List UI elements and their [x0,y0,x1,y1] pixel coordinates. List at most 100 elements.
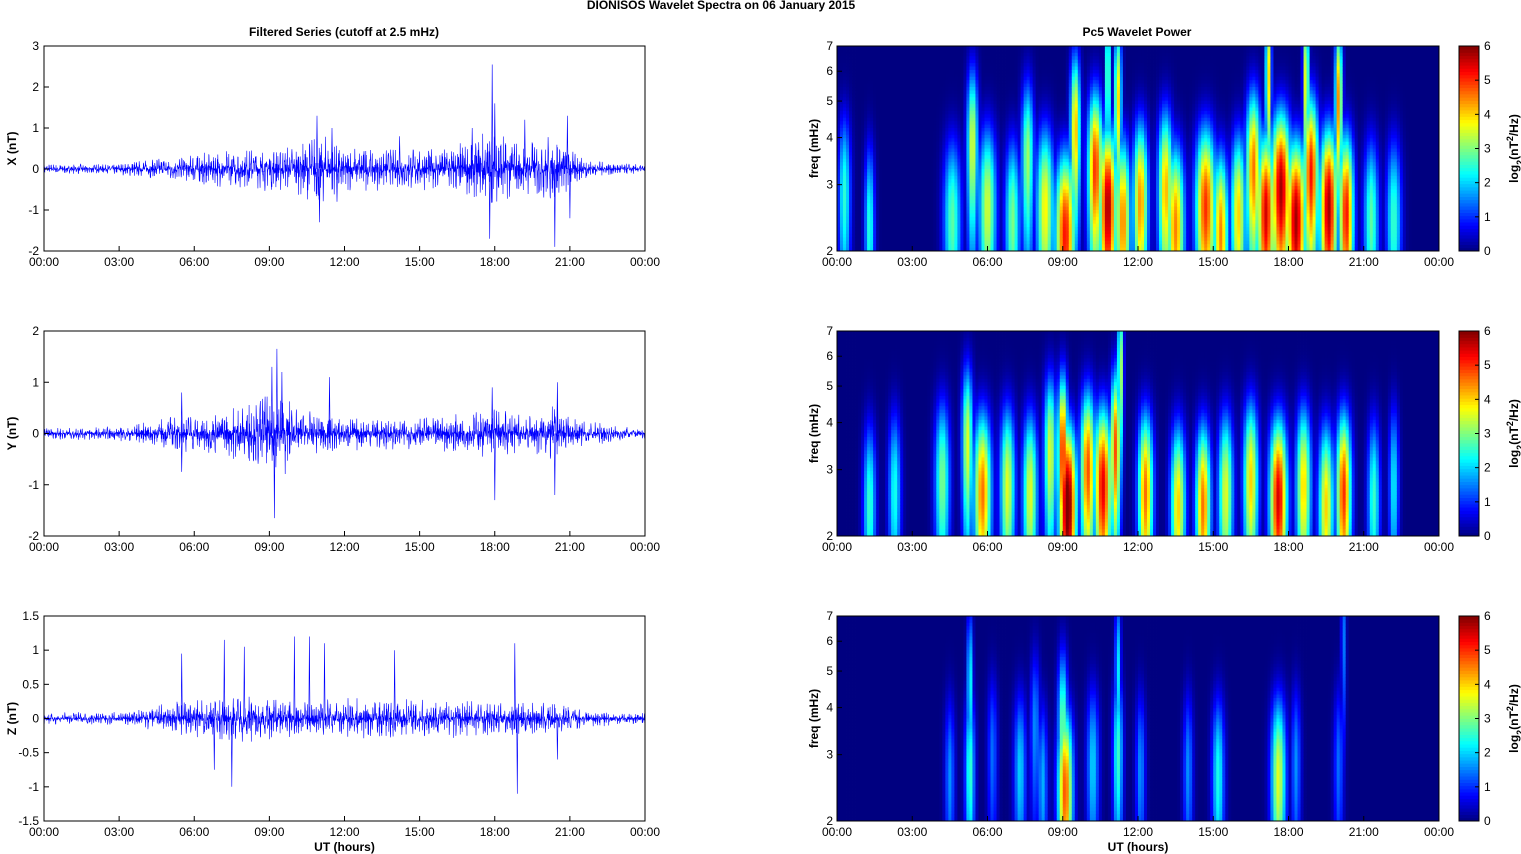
heatmap-cell [939,124,943,129]
heatmap-cell [1035,240,1040,245]
heatmap-cell [1053,124,1058,129]
heatmap-cell [846,52,850,57]
heatmap-cell [894,87,898,91]
heatmap-cell [852,114,856,119]
heatmap-cell [876,186,880,190]
heatmap-cell [1074,192,1079,197]
heatmap-cell [861,240,865,245]
heatmap-cell [1068,210,1073,214]
heatmap-cell [969,158,973,163]
heatmap-cell [855,131,859,136]
heatmap-cell [951,145,955,149]
heatmap-cell [945,199,949,204]
heatmap-cell [888,66,892,71]
heatmap-cell [852,210,856,214]
heatmap-cell [993,162,997,166]
heatmap-cell [993,182,997,187]
heatmap-cell [873,90,877,95]
heatmap-cell [1008,141,1012,146]
heatmap-cell [1044,121,1049,125]
heatmap-cell [1053,237,1058,242]
heatmap-cell [996,114,1000,119]
heatmap-cell [969,196,973,201]
heatmap-cell [909,175,913,180]
heatmap-cell [954,107,958,112]
heatmap-cell [867,158,871,163]
heatmap-cell [873,189,877,194]
heatmap-cell [873,141,877,146]
heatmap-cell [879,233,883,238]
heatmap-cell [1056,104,1061,108]
heatmap-cell [1014,247,1018,252]
heatmap-cell [966,220,970,225]
heatmap-cell [840,59,844,64]
heatmap-cell [897,240,901,245]
heatmap-cell [1068,240,1073,245]
heatmap-cell [945,56,949,61]
heatmap-cell [1020,121,1025,125]
heatmap-cell [981,227,985,231]
heatmap-cell [1050,59,1055,64]
heatmap-cell [897,179,901,184]
heatmap-cell [963,230,967,235]
heatmap-cell [918,213,922,218]
heatmap-cell [966,227,970,231]
heatmap-cell [957,56,961,61]
heatmap-cell [855,145,859,149]
heatmap-cell [1050,175,1055,180]
heatmap-cell [1029,69,1034,74]
heatmap-cell [1053,216,1058,221]
heatmap-cell [843,179,847,184]
heatmap-cell [945,151,949,156]
heatmap-cell [885,128,889,132]
heatmap-cell [1017,69,1022,74]
heatmap-cell [939,169,943,173]
heatmap-cell [864,196,868,201]
heatmap-cell [897,141,901,146]
heatmap-cell [999,145,1003,149]
heatmap-cell [888,59,892,64]
heatmap-cell [1026,124,1031,129]
heatmap-cell [1047,196,1052,201]
heatmap-cell [981,192,985,197]
heatmap-cell [978,90,982,95]
heatmap-cell [906,172,910,177]
heatmap-cell [912,189,916,194]
heatmap-cell [975,107,979,112]
heatmap-cell [888,76,892,81]
heatmap-cell [882,227,886,231]
heatmap-cell [1029,83,1034,88]
heatmap-cell [894,148,898,153]
heatmap-cell [999,80,1003,84]
heatmap-cell [1065,227,1070,231]
heatmap-cell [873,227,877,231]
heatmap-cell [861,97,865,102]
y-tick-label: 1 [32,375,39,389]
heatmap-cell [882,240,886,245]
heatmap-cell [981,186,985,190]
heatmap-cell [1032,100,1037,105]
heatmap-cell [1020,247,1025,252]
heatmap-cell [1026,134,1031,139]
heatmap-cell [1008,189,1012,194]
heatmap-cell [1077,196,1082,201]
heatmap-cell [969,169,973,173]
heatmap-cell [915,93,919,98]
heatmap-cell [861,138,865,143]
heatmap-cell [1017,128,1022,132]
heatmap-cell [891,196,895,201]
heatmap-cell [846,213,850,218]
heatmap-cell [873,151,877,156]
heatmap-cell [954,169,958,173]
heatmap-cell [846,128,850,132]
heatmap-cell [912,169,916,173]
heatmap-cell [942,179,946,184]
heatmap-cell [999,223,1003,228]
heatmap-cell [861,203,865,207]
heatmap-cell [846,145,850,149]
heatmap-cell [1035,227,1040,231]
x-tick-label: 12:00 [329,825,359,839]
x-tick-label: 03:00 [104,540,134,554]
heatmap-cell [864,151,868,156]
heatmap-cell [873,230,877,235]
